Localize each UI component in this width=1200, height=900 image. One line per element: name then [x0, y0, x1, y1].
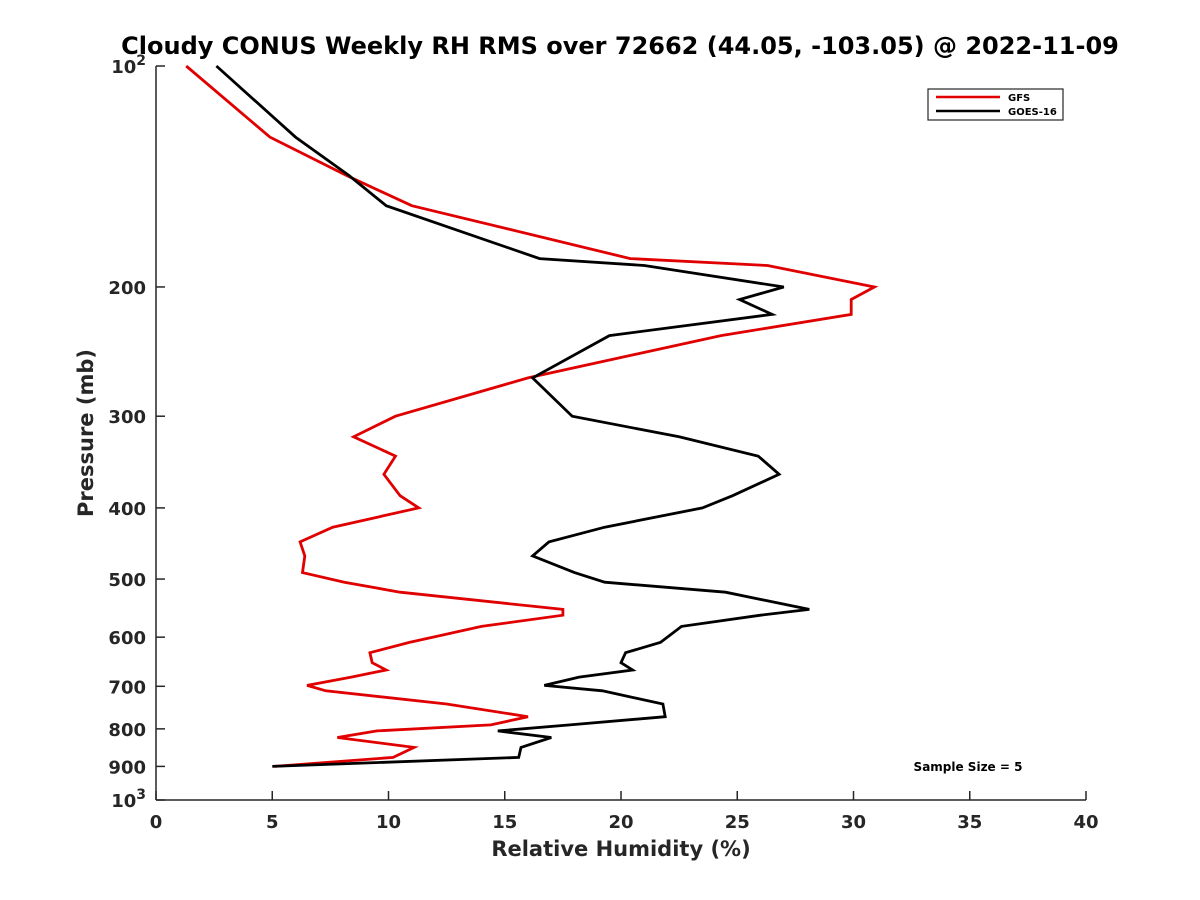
x-tick-label: 40 — [1073, 812, 1098, 833]
x-tick-label: 35 — [957, 812, 982, 833]
x-tick-label: 10 — [376, 812, 401, 833]
x-tick-label: 5 — [266, 812, 279, 833]
x-axis-label: Relative Humidity (%) — [491, 837, 750, 861]
x-tick-label: 30 — [841, 812, 866, 833]
series-lines — [185, 64, 879, 768]
legend: GFS GOES-16 — [927, 88, 1064, 121]
legend-label-gfs: GFS — [1008, 93, 1030, 104]
legend-box — [927, 88, 1064, 121]
sample-size-annotation: Sample Size = 5 — [914, 760, 1023, 774]
y-axis-ticks: 102 200 300 400 500 600 700 800 900 103 — [108, 53, 165, 812]
x-tick-label: 15 — [492, 812, 517, 833]
y-tick-label: 400 — [108, 499, 146, 520]
series-line-goes16 — [215, 64, 810, 768]
y-tick-label: 900 — [108, 757, 146, 778]
y-tick-label: 103 — [111, 787, 146, 812]
x-axis-ticks: 0 5 10 15 20 25 30 35 40 — [150, 791, 1099, 833]
y-tick-label: 200 — [108, 278, 146, 299]
y-tick-label: 300 — [108, 407, 146, 428]
y-tick-label: 500 — [108, 570, 146, 591]
y-axis-label: Pressure (mb) — [74, 349, 98, 517]
y-tick-label: 102 — [111, 53, 146, 78]
y-tick-label: 700 — [108, 677, 146, 698]
x-tick-label: 0 — [150, 812, 163, 833]
chart-title: Cloudy CONUS Weekly RH RMS over 72662 (4… — [121, 32, 1119, 60]
x-tick-label: 25 — [725, 812, 750, 833]
legend-label-goes16: GOES-16 — [1008, 107, 1057, 118]
x-tick-label: 20 — [608, 812, 633, 833]
y-tick-label: 600 — [108, 628, 146, 649]
y-tick-label: 800 — [108, 720, 146, 741]
series-line-gfs — [185, 64, 879, 768]
